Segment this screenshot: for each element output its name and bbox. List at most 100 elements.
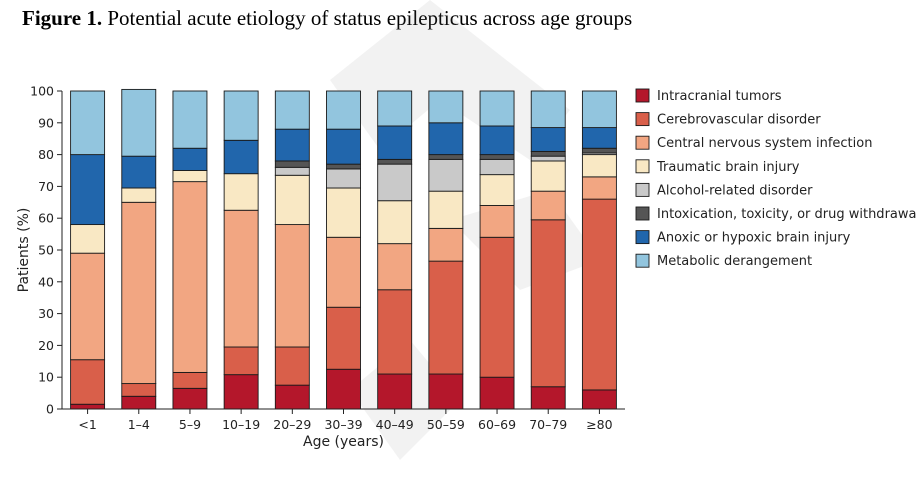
bar-segment <box>121 88 157 157</box>
stacked-bar-chart: 0 10 20 30 40 50 60 70 80 90 100 Patients (%) <1 1–4… <box>16 84 917 451</box>
x-tick-label: 50–59 <box>427 417 465 432</box>
bar-segment <box>121 155 157 189</box>
legend-label: Intoxication, toxicity, or drug withdraw… <box>657 207 917 222</box>
bar-segment <box>274 224 310 348</box>
y-tick-label: 80 <box>38 147 54 162</box>
bar-segment <box>223 374 259 410</box>
y-tick-label: 10 <box>38 370 54 385</box>
x-tick-label: 40–49 <box>376 417 414 432</box>
plot-area <box>70 88 617 410</box>
bar-segment <box>428 227 464 262</box>
bar-segment <box>581 90 617 129</box>
bar-segment <box>70 403 106 410</box>
bar-segment <box>70 90 106 156</box>
y-tick-label: 50 <box>38 243 54 258</box>
bar-segment <box>428 158 464 192</box>
bar-segment <box>377 289 413 375</box>
legend-swatch <box>635 112 650 127</box>
legend-label: Intracranial tumors <box>657 89 782 104</box>
bar-segment <box>223 346 259 376</box>
bar-segment <box>377 163 413 202</box>
bar-segment <box>479 125 515 156</box>
bar-segment <box>326 368 361 410</box>
bar-segment <box>530 190 566 221</box>
x-tick-label: 30–39 <box>324 417 362 432</box>
x-axis: <1 1–4 5–9 10–19 20–29 30–39 40–49 50–59 60–69 70… <box>62 408 625 450</box>
bar-segment <box>428 260 464 375</box>
x-tick-label: 20–29 <box>273 417 311 432</box>
y-axis: 0 10 20 30 40 50 60 70 80 90 100 Patients (%) <box>16 84 63 417</box>
bar-segment <box>223 139 259 175</box>
legend-swatch <box>635 159 650 174</box>
legend-swatch <box>635 88 650 103</box>
legend-label: Metabolic derangement <box>657 254 812 269</box>
bar-segment <box>428 90 464 124</box>
legend: Intracranial tumors Cerebrovascular disor… <box>635 88 917 269</box>
legend-swatch <box>635 230 650 245</box>
y-axis-title: Patients (%) <box>16 208 32 293</box>
figure-caption: Potential acute etiology of status epile… <box>102 6 633 30</box>
y-tick-label: 40 <box>38 274 54 289</box>
legend-swatch <box>635 135 650 150</box>
bar-segment <box>581 176 617 200</box>
bar-segment <box>274 346 310 386</box>
bar-segment <box>479 174 515 206</box>
legend-swatch <box>635 206 650 221</box>
bar-segment <box>326 90 361 130</box>
bar-segment <box>530 386 566 410</box>
x-tick-label: 10–19 <box>222 417 260 432</box>
bar-segment <box>274 174 310 226</box>
bar-segment <box>530 127 566 152</box>
y-tick-label: 90 <box>38 115 54 130</box>
x-tick-label: 1–4 <box>128 417 150 432</box>
bar-segment <box>377 200 413 245</box>
legend-label: Cerebrovascular disorder <box>657 113 821 128</box>
y-tick-label: 70 <box>38 179 54 194</box>
y-tick-label: 20 <box>38 338 54 353</box>
bar-segment <box>326 306 361 370</box>
bar-segment <box>530 155 566 162</box>
bar-segment <box>121 187 157 203</box>
legend-swatch <box>635 253 650 268</box>
bar-segment <box>274 128 310 162</box>
x-tick-label: 70–79 <box>529 417 567 432</box>
bar-segment <box>479 154 515 160</box>
bar-segment <box>479 205 515 238</box>
bar-segment <box>274 384 310 410</box>
bar-segment <box>581 198 617 391</box>
bar-segment <box>172 181 208 373</box>
x-tick-label: 5–9 <box>179 417 201 432</box>
y-tick-label: 60 <box>38 211 54 226</box>
bar-segment <box>530 150 566 157</box>
bar-segment <box>70 224 106 254</box>
bar-segment <box>121 201 157 385</box>
y-tick-label: 100 <box>30 84 54 99</box>
bar-segment <box>581 389 617 410</box>
bar-segment <box>377 90 413 127</box>
bar-segment <box>70 154 106 226</box>
bar-segment <box>274 160 310 168</box>
bar-segment <box>479 376 515 410</box>
bar-segment <box>223 209 259 348</box>
x-tick-label: ≥80 <box>586 417 612 432</box>
bar-segment <box>530 90 566 129</box>
bar-segment <box>581 127 617 149</box>
bar-segment <box>326 236 361 308</box>
bar-segment <box>121 383 157 397</box>
y-tick-label: 0 <box>46 402 54 417</box>
figure-number: Figure 1. <box>22 6 103 30</box>
bar-segment <box>581 147 617 154</box>
bar-segment <box>326 168 361 189</box>
legend-label: Traumatic brain injury <box>656 160 800 175</box>
bar-segment <box>377 125 413 160</box>
bar-segment <box>377 243 413 291</box>
x-tick-label: 60–69 <box>478 417 516 432</box>
bar-segment <box>172 387 208 410</box>
bar-segment <box>70 359 106 405</box>
legend-label: Central nervous system infection <box>657 136 872 151</box>
bar-segment <box>326 163 361 170</box>
bar-segment <box>581 154 617 178</box>
legend-label: Alcohol-related disorder <box>657 183 813 198</box>
bar-segment <box>172 371 208 389</box>
bar-segment <box>428 122 464 156</box>
